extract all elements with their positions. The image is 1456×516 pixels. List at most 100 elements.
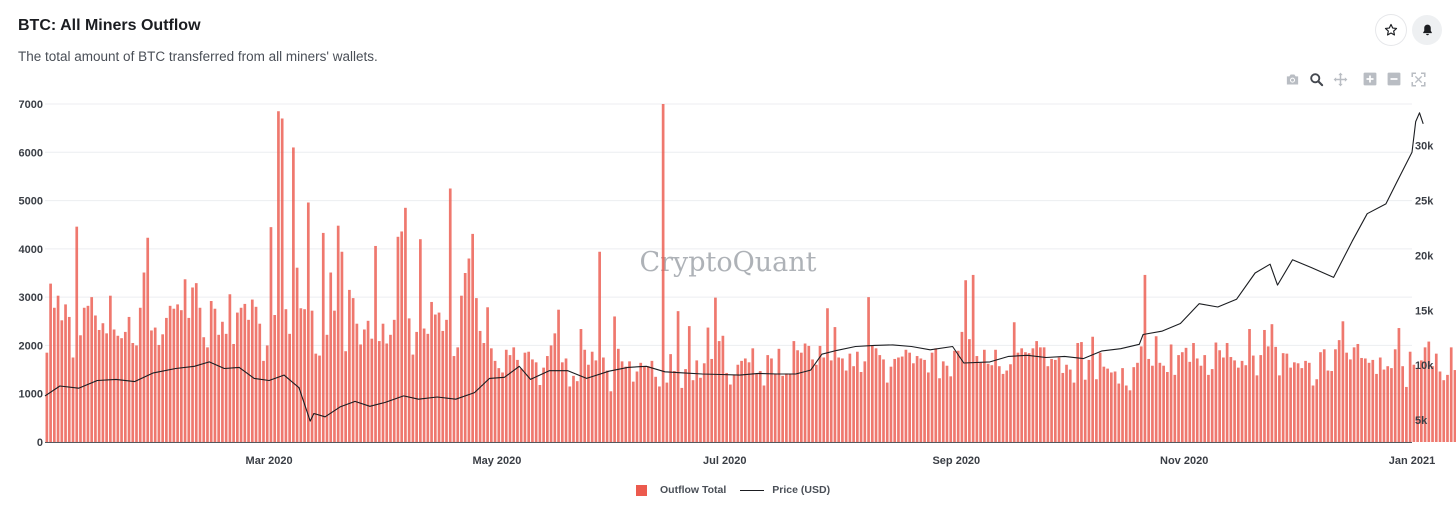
outflow-bar[interactable] xyxy=(258,323,262,442)
outflow-bar[interactable] xyxy=(501,372,504,442)
outflow-bar[interactable] xyxy=(814,364,818,442)
outflow-bar[interactable] xyxy=(243,303,247,442)
outflow-bar[interactable] xyxy=(975,356,979,442)
outflow-bar[interactable] xyxy=(1319,352,1322,442)
outflow-bar[interactable] xyxy=(1162,365,1165,442)
outflow-bar[interactable] xyxy=(101,323,105,442)
outflow-bar[interactable] xyxy=(1233,360,1236,442)
outflow-bar[interactable] xyxy=(404,207,407,442)
outflow-bar[interactable] xyxy=(1046,366,1050,442)
outflow-bar[interactable] xyxy=(355,323,359,442)
outflow-bar[interactable] xyxy=(758,371,762,442)
outflow-bar[interactable] xyxy=(374,245,377,442)
outflow-bar[interactable] xyxy=(699,377,702,442)
outflow-bar[interactable] xyxy=(344,351,348,442)
outflow-bar[interactable] xyxy=(1121,368,1124,442)
outflow-bar[interactable] xyxy=(45,352,49,442)
outflow-bar[interactable] xyxy=(766,355,770,442)
outflow-bar[interactable] xyxy=(874,348,878,442)
outflow-bar[interactable] xyxy=(1031,348,1035,442)
outflow-bar[interactable] xyxy=(1349,359,1352,442)
outflow-bar[interactable] xyxy=(542,367,545,442)
outflow-bar[interactable] xyxy=(67,316,71,442)
outflow-bar[interactable] xyxy=(1192,343,1195,442)
outflow-bar[interactable] xyxy=(818,345,822,442)
outflow-bar[interactable] xyxy=(1278,375,1281,442)
outflow-bar[interactable] xyxy=(64,304,67,442)
outflow-bar[interactable] xyxy=(321,232,325,442)
outflow-bar[interactable] xyxy=(138,307,142,442)
outflow-bar[interactable] xyxy=(295,267,299,442)
outflow-bar[interactable] xyxy=(658,386,661,442)
outflow-bar[interactable] xyxy=(392,319,396,442)
outflow-bar[interactable] xyxy=(807,345,811,442)
outflow-bar[interactable] xyxy=(934,348,938,442)
zoom-button[interactable] xyxy=(1306,70,1326,88)
outflow-bar[interactable] xyxy=(426,333,430,442)
outflow-bar[interactable] xyxy=(202,337,206,442)
outflow-bar[interactable] xyxy=(1166,371,1169,442)
outflow-bar[interactable] xyxy=(460,295,463,442)
outflow-bar[interactable] xyxy=(1236,367,1240,442)
outflow-bar[interactable] xyxy=(1001,373,1005,442)
outflow-bar[interactable] xyxy=(953,350,956,442)
outflow-bar[interactable] xyxy=(1098,352,1102,442)
outflow-bar[interactable] xyxy=(135,345,138,442)
outflow-bar[interactable] xyxy=(1438,371,1442,443)
outflow-bar[interactable] xyxy=(785,373,788,442)
outflow-bar[interactable] xyxy=(949,376,953,442)
outflow-bar[interactable] xyxy=(1434,353,1438,442)
outflow-bar[interactable] xyxy=(1419,360,1423,442)
outflow-bar[interactable] xyxy=(280,118,284,443)
outflow-bar[interactable] xyxy=(109,295,112,442)
outflow-bar[interactable] xyxy=(82,307,86,442)
outflow-bar[interactable] xyxy=(1229,357,1233,442)
outflow-bar[interactable] xyxy=(1281,353,1285,442)
outflow-bar[interactable] xyxy=(1061,372,1065,442)
outflow-bar[interactable] xyxy=(94,315,97,442)
outflow-bar[interactable] xyxy=(127,316,131,442)
outflow-bar[interactable] xyxy=(1128,390,1132,442)
outflow-bar[interactable] xyxy=(983,349,986,442)
outflow-bar[interactable] xyxy=(1027,353,1031,442)
outflow-bar[interactable] xyxy=(389,334,392,442)
outflow-bar[interactable] xyxy=(467,258,471,442)
outflow-bar[interactable] xyxy=(478,330,482,442)
outflow-bar[interactable] xyxy=(1158,362,1162,442)
outflow-bar[interactable] xyxy=(859,371,863,442)
outflow-bar[interactable] xyxy=(717,341,721,442)
outflow-bar[interactable] xyxy=(471,233,474,442)
outflow-bar[interactable] xyxy=(1143,274,1147,442)
outflow-bar[interactable] xyxy=(172,308,176,442)
outflow-bar[interactable] xyxy=(926,372,930,442)
outflow-bar[interactable] xyxy=(631,381,635,442)
outflow-bar[interactable] xyxy=(609,391,613,442)
outflow-bar[interactable] xyxy=(841,358,844,442)
outflow-bar[interactable] xyxy=(1352,347,1356,442)
outflow-bar[interactable] xyxy=(598,251,601,442)
outflow-bar[interactable] xyxy=(557,309,560,442)
outflow-bar[interactable] xyxy=(1259,355,1263,442)
outflow-bar[interactable] xyxy=(833,327,837,442)
outflow-bar[interactable] xyxy=(994,349,997,442)
outflow-bar[interactable] xyxy=(131,343,135,442)
outflow-bar[interactable] xyxy=(755,373,758,442)
outflow-bar[interactable] xyxy=(415,331,418,442)
outflow-bar[interactable] xyxy=(1397,328,1401,442)
outflow-bar[interactable] xyxy=(1225,343,1229,442)
outflow-bar[interactable] xyxy=(1412,364,1416,442)
outflow-bar[interactable] xyxy=(314,353,318,442)
outflow-bar[interactable] xyxy=(829,360,833,442)
outflow-bar[interactable] xyxy=(1304,360,1307,442)
outflow-bar[interactable] xyxy=(336,225,340,442)
outflow-bar[interactable] xyxy=(265,345,269,442)
outflow-bar[interactable] xyxy=(112,329,116,442)
outflow-bar[interactable] xyxy=(1024,352,1027,442)
outflow-bar[interactable] xyxy=(430,301,433,442)
outflow-bar[interactable] xyxy=(930,352,934,442)
outflow-bar[interactable] xyxy=(1378,357,1382,443)
outflow-bar[interactable] xyxy=(1154,336,1158,442)
outflow-bar[interactable] xyxy=(179,310,183,442)
outflow-bar[interactable] xyxy=(986,363,990,442)
outflow-bar[interactable] xyxy=(1035,341,1038,442)
